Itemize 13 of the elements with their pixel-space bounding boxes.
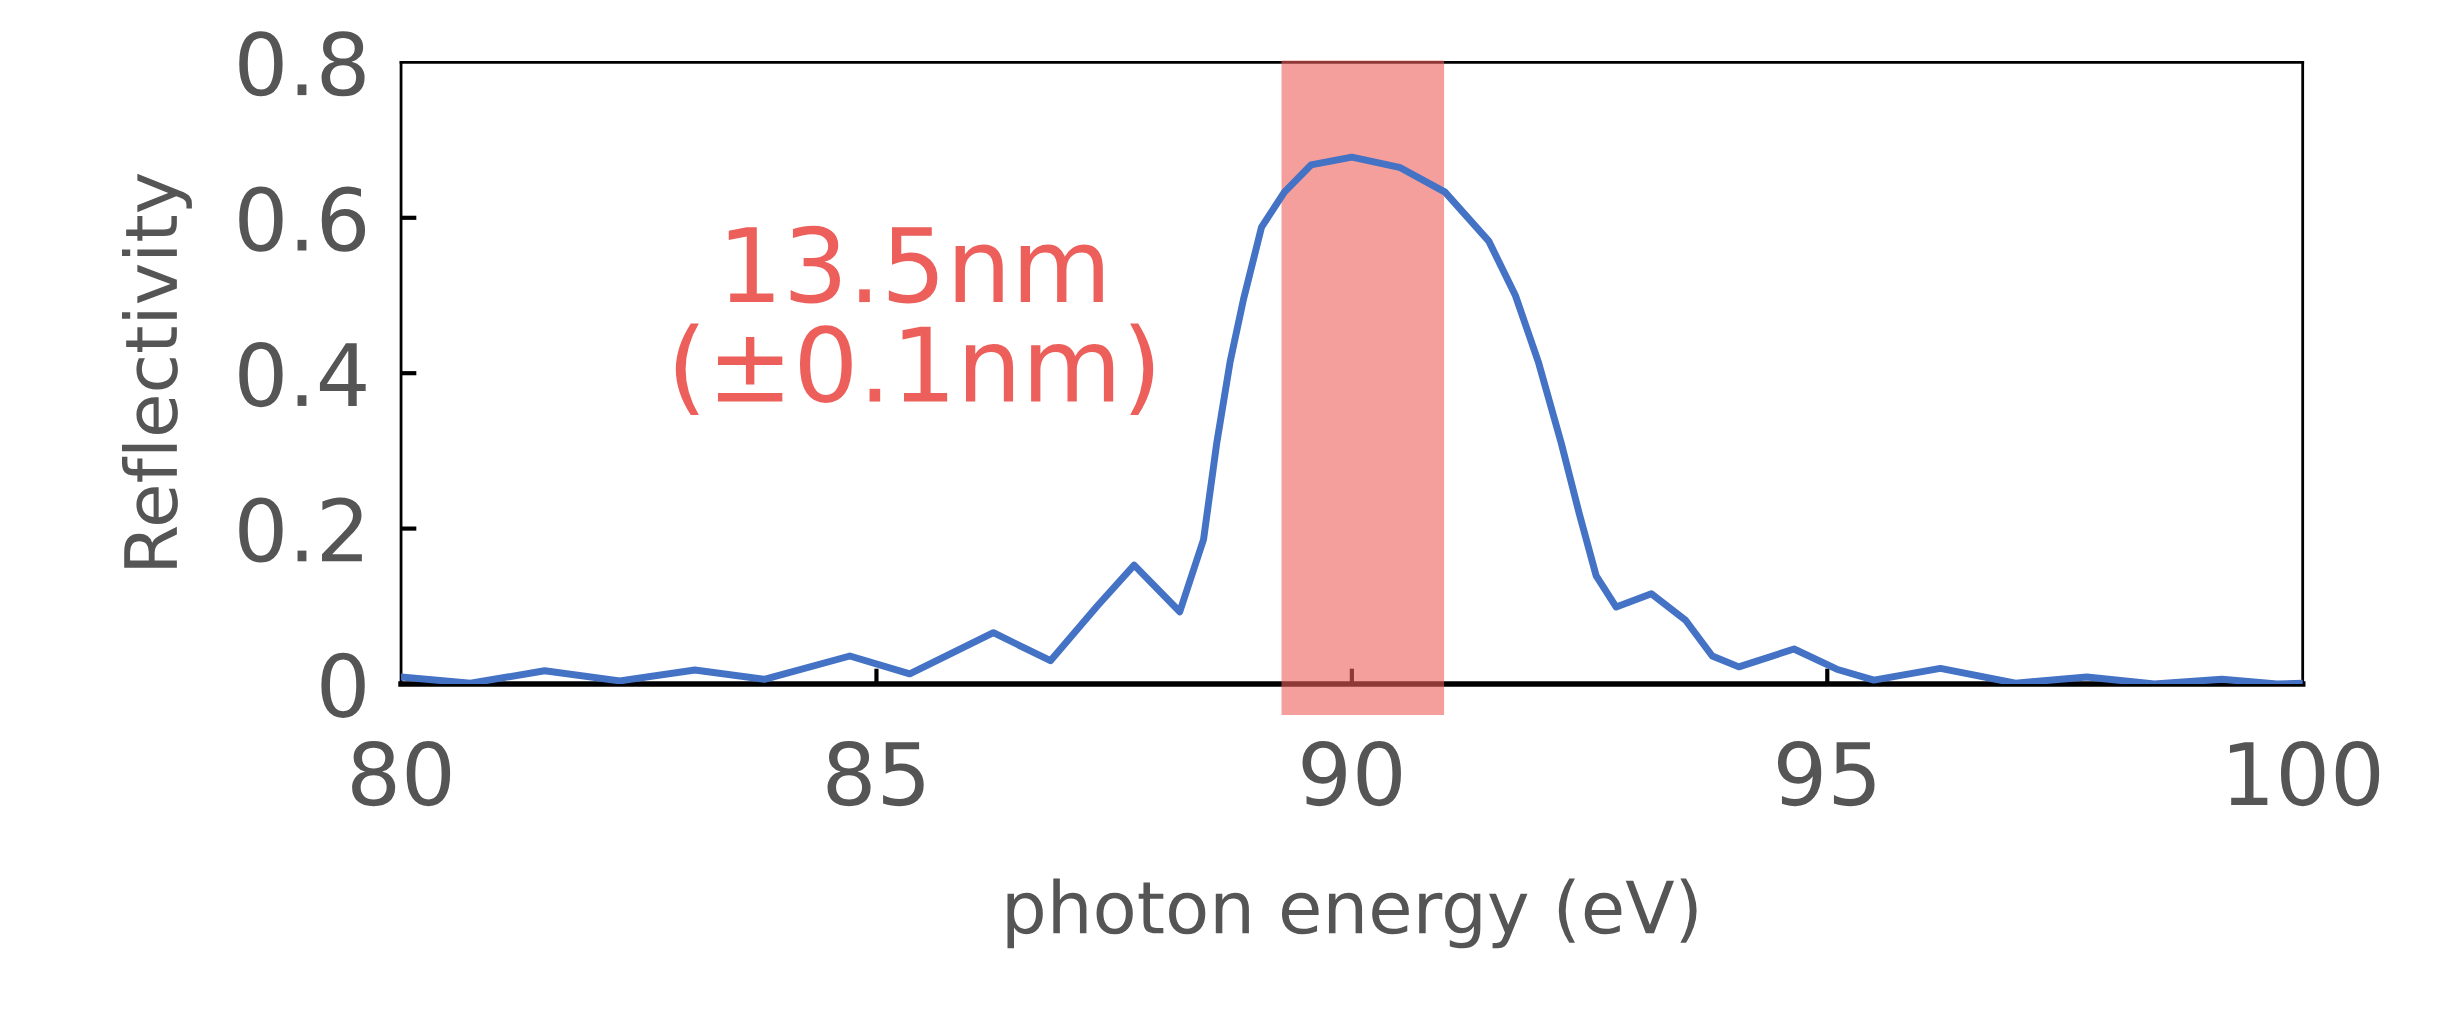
x-tick-label: 80	[352, 741, 451, 807]
y-tick-label: 0.2	[239, 497, 362, 563]
y-tick-label: 0.6	[239, 186, 366, 252]
x-tick-label: 90	[1302, 741, 1401, 807]
x-axis-title: photon energy (eV)	[1007, 878, 1697, 949]
y-tick-label: 0.8	[239, 31, 365, 97]
x-tick-label: 95	[1777, 741, 1875, 807]
y-tick-label: 0.4	[239, 342, 366, 408]
y-tick-label: 0	[321, 652, 365, 718]
band-label: 13.5nm (±0.1nm)	[675, 225, 1154, 416]
x-tick-label: 85	[827, 741, 924, 807]
x-tick-label: 100	[2229, 741, 2380, 807]
y-axis-title: Reflectivity	[121, 173, 192, 568]
